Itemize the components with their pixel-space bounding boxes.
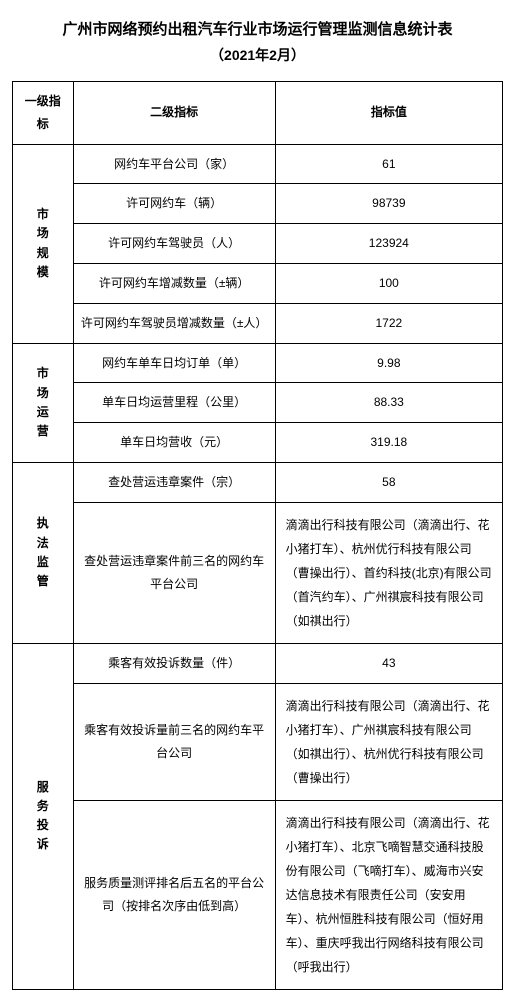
indicator-value-cell: 123924 — [275, 224, 502, 264]
indicator-value-cell: 滴滴出行科技有限公司（滴滴出行、花小猪打车）、北京飞嘀智慧交通科技股份有限公司（… — [275, 800, 502, 989]
indicator-value-cell: 43 — [275, 643, 502, 683]
indicator-value-cell: 58 — [275, 462, 502, 502]
header-col1: 一级指标 — [13, 82, 74, 145]
table-header-row: 一级指标 二级指标 指标值 — [13, 82, 503, 145]
indicator-label-cell: 查处营运违章案件（宗） — [73, 462, 275, 502]
table-row: 许可网约车（辆）98739 — [13, 184, 503, 224]
table-row: 市场规模网约车平台公司（家）61 — [13, 144, 503, 184]
indicator-value-cell: 98739 — [275, 184, 502, 224]
indicator-label-cell: 许可网约车（辆） — [73, 184, 275, 224]
header-col3: 指标值 — [275, 82, 502, 145]
table-row: 服务质量测评排名后五名的平台公司（按排名次序由低到高）滴滴出行科技有限公司（滴滴… — [13, 800, 503, 989]
indicator-value-cell: 滴滴出行科技有限公司（滴滴出行、花小猪打车）、广州祺宸科技有限公司（如祺出行）、… — [275, 683, 502, 800]
indicator-label-cell: 许可网约车增减数量（±辆） — [73, 263, 275, 303]
indicator-value-cell: 319.18 — [275, 423, 502, 463]
section-name-cell: 服务投诉 — [13, 643, 74, 989]
indicator-value-cell: 100 — [275, 263, 502, 303]
indicator-label-cell: 单车日均运营里程（公里） — [73, 383, 275, 423]
page-subtitle: （2021年2月） — [12, 45, 503, 65]
section-name-cell: 执法监管 — [13, 462, 74, 643]
table-row: 许可网约车增减数量（±辆）100 — [13, 263, 503, 303]
indicator-value-cell: 88.33 — [275, 383, 502, 423]
indicator-label-cell: 乘客有效投诉量前三名的网约车平台公司 — [73, 683, 275, 800]
indicator-label-cell: 许可网约车驾驶员增减数量（±人） — [73, 303, 275, 343]
indicator-value-cell: 滴滴出行科技有限公司（滴滴出行、花小猪打车）、杭州优行科技有限公司（曹操出行）、… — [275, 502, 502, 643]
table-row: 许可网约车驾驶员增减数量（±人）1722 — [13, 303, 503, 343]
indicator-label-cell: 网约车平台公司（家） — [73, 144, 275, 184]
header-col2: 二级指标 — [73, 82, 275, 145]
indicator-label-cell: 乘客有效投诉数量（件） — [73, 643, 275, 683]
indicator-value-cell: 9.98 — [275, 343, 502, 383]
table-row: 单车日均营收（元）319.18 — [13, 423, 503, 463]
section-name-cell: 市场运营 — [13, 343, 74, 462]
stats-table: 一级指标 二级指标 指标值 市场规模网约车平台公司（家）61许可网约车（辆）98… — [12, 81, 503, 990]
indicator-label-cell: 查处营运违章案件前三名的网约车平台公司 — [73, 502, 275, 643]
indicator-label-cell: 单车日均营收（元） — [73, 423, 275, 463]
indicator-value-cell: 61 — [275, 144, 502, 184]
indicator-label-cell: 许可网约车驾驶员（人） — [73, 224, 275, 264]
indicator-label-cell: 服务质量测评排名后五名的平台公司（按排名次序由低到高） — [73, 800, 275, 989]
indicator-label-cell: 网约车单车日均订单（单） — [73, 343, 275, 383]
section-name-cell: 市场规模 — [13, 144, 74, 343]
table-row: 市场运营网约车单车日均订单（单）9.98 — [13, 343, 503, 383]
table-row: 单车日均运营里程（公里）88.33 — [13, 383, 503, 423]
page-title: 广州市网络预约出租汽车行业市场运行管理监测信息统计表 — [12, 18, 503, 39]
table-row: 查处营运违章案件前三名的网约车平台公司滴滴出行科技有限公司（滴滴出行、花小猪打车… — [13, 502, 503, 643]
table-row: 服务投诉乘客有效投诉数量（件）43 — [13, 643, 503, 683]
indicator-value-cell: 1722 — [275, 303, 502, 343]
table-row: 许可网约车驾驶员（人）123924 — [13, 224, 503, 264]
table-row: 乘客有效投诉量前三名的网约车平台公司滴滴出行科技有限公司（滴滴出行、花小猪打车）… — [13, 683, 503, 800]
table-row: 执法监管查处营运违章案件（宗）58 — [13, 462, 503, 502]
